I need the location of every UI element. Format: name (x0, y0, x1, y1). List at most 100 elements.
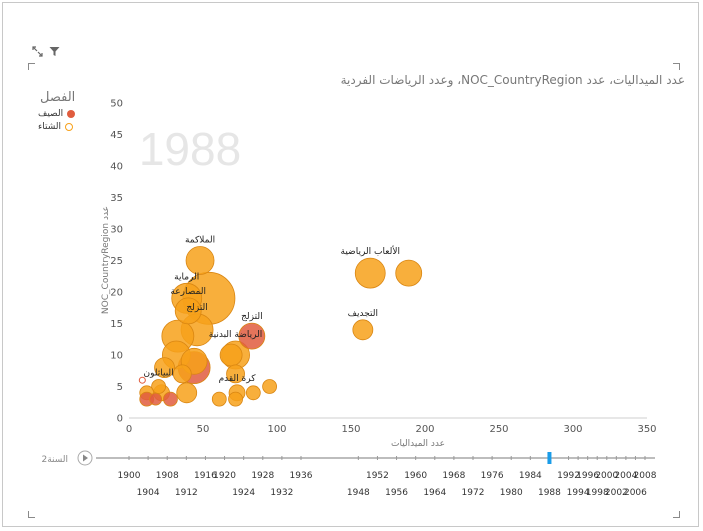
timeline-year-label: 1956 (385, 488, 408, 498)
bubble-label: الملاكمة (185, 236, 215, 246)
legend-swatch-winter (64, 123, 73, 131)
legend-item-winter[interactable]: الشتاء (38, 122, 75, 132)
x-tick-label: 0 (126, 424, 132, 435)
timeline-year-label: 1952 (366, 471, 389, 481)
bubble-label: التجديف (348, 309, 378, 319)
resize-handle-bottom-right[interactable] (673, 511, 680, 518)
timeline-year-label: 1960 (404, 471, 427, 481)
bubble-summer[interactable] (211, 391, 227, 407)
y-tick-label: 35 (110, 193, 123, 204)
bubble-label: المصارعة (170, 287, 206, 297)
x-tick-label: 200 (415, 424, 434, 435)
timeline-current-marker[interactable] (547, 452, 552, 464)
timeline-year-label: 1994 (567, 488, 590, 498)
bubble-summer[interactable] (228, 391, 243, 407)
timeline-year-label: 1936 (290, 471, 313, 481)
timeline-year-label: 1972 (462, 488, 485, 498)
bubble-summer[interactable] (176, 382, 198, 404)
bubble-summer[interactable] (395, 259, 423, 287)
bubble-summer[interactable] (352, 319, 374, 341)
legend-label-winter: الشتاء (38, 122, 61, 132)
y-tick-label: 25 (110, 256, 123, 267)
bubble-label: التزلج (241, 312, 262, 322)
y-tick-label: 40 (110, 162, 123, 173)
timeline-year-label: 1900 (118, 471, 141, 481)
x-tick-label: 250 (489, 424, 508, 435)
y-tick-label: 5 (117, 382, 123, 393)
x-tick-label: 100 (267, 424, 286, 435)
y-tick-label: 50 (110, 99, 123, 110)
bubble-label: الرماية (174, 272, 199, 282)
legend-title: الفصل (40, 90, 76, 105)
timeline-year-label: 2004 (614, 471, 637, 481)
x-tick-label: 150 (341, 424, 360, 435)
y-tick-label: 45 (110, 130, 123, 141)
timeline-year-label: 2008 (634, 471, 657, 481)
timeline-year-label: 1992 (557, 471, 580, 481)
timeline-year-label: 1912 (175, 488, 198, 498)
timeline-year-label: 1996 (576, 471, 599, 481)
x-axis-label: عدد الميداليات (391, 439, 445, 449)
resize-handle-top-right[interactable] (673, 63, 680, 70)
bubble-summer[interactable] (185, 246, 215, 275)
resize-handle-bottom-left[interactable] (28, 511, 35, 518)
timeline-year-label: 1980 (500, 488, 523, 498)
bubble-label: البياثلون (144, 369, 174, 379)
timeline-year-label: 1916 (194, 471, 217, 481)
bubble-label: الألعاب الرياضية (341, 245, 400, 257)
timeline-year-label: 1998 (586, 488, 609, 498)
timeline-year-label: 1908 (156, 471, 179, 481)
timeline-year-label: 2006 (624, 488, 647, 498)
timeline-year-label: 2002 (605, 488, 628, 498)
legend-label-summer: الصيف (38, 109, 64, 119)
bubble-winter[interactable] (238, 322, 266, 350)
bubble-summer[interactable] (262, 379, 278, 394)
timeline-year-label: 1976 (481, 471, 504, 481)
timeline-year-label: 2000 (595, 471, 618, 481)
bubble-summer[interactable] (154, 357, 175, 379)
bubble-label: الرياضة البدنية (209, 330, 263, 340)
bubble-summer[interactable] (174, 297, 202, 325)
timeline-year-label: 1920 (213, 471, 236, 481)
y-tick-label: 10 (110, 351, 123, 362)
timeline-year-label: 1964 (423, 488, 446, 498)
y-tick-label: 0 (117, 414, 123, 425)
resize-handle-top-left[interactable] (28, 63, 35, 70)
bubble-winter[interactable] (163, 391, 178, 407)
bubble-label: كرة القدم (219, 374, 257, 384)
y-tick-label: 30 (110, 225, 123, 236)
timeline-year-label: 1904 (137, 488, 160, 498)
chart-title: عدد الميداليات، عدد NOC_CountryRegion، و… (340, 73, 685, 87)
timeline-year-label: 1968 (442, 471, 465, 481)
bubble-summer[interactable] (354, 257, 386, 289)
bubble-summer[interactable] (219, 343, 243, 367)
timeline-year-label: 1988 (538, 488, 561, 498)
legend: الفصل الصيف الشتاء (38, 90, 75, 135)
y-tick-label: 15 (110, 319, 123, 330)
legend-swatch-summer (67, 110, 76, 118)
play-axis-label: السنة2 (41, 455, 68, 465)
bubble-summer[interactable] (172, 364, 192, 384)
x-tick-label: 50 (197, 424, 210, 435)
timeline-year-label: 1984 (519, 471, 542, 481)
legend-item-summer[interactable]: الصيف (38, 109, 76, 119)
filter-icon[interactable] (49, 46, 60, 57)
x-tick-label: 350 (637, 424, 656, 435)
y-tick-label: 20 (110, 288, 123, 299)
visual-toolbar (32, 46, 60, 57)
timeline-year-label: 1928 (251, 471, 274, 481)
bubble-summer[interactable] (245, 385, 261, 401)
bubble-winter[interactable] (138, 376, 146, 384)
x-tick-label: 300 (563, 424, 582, 435)
bubble-label: التزلج (186, 303, 207, 313)
focus-mode-icon[interactable] (32, 46, 43, 57)
timeline-year-label: 1948 (347, 488, 370, 498)
bubble-summer[interactable] (226, 364, 245, 384)
timeline-year-label: 1924 (232, 488, 255, 498)
timeline-year-label: 1932 (270, 488, 293, 498)
play-icon[interactable] (83, 454, 88, 462)
play-axis-watermark: 1988 (139, 123, 241, 175)
bubble-winter[interactable] (149, 392, 163, 406)
